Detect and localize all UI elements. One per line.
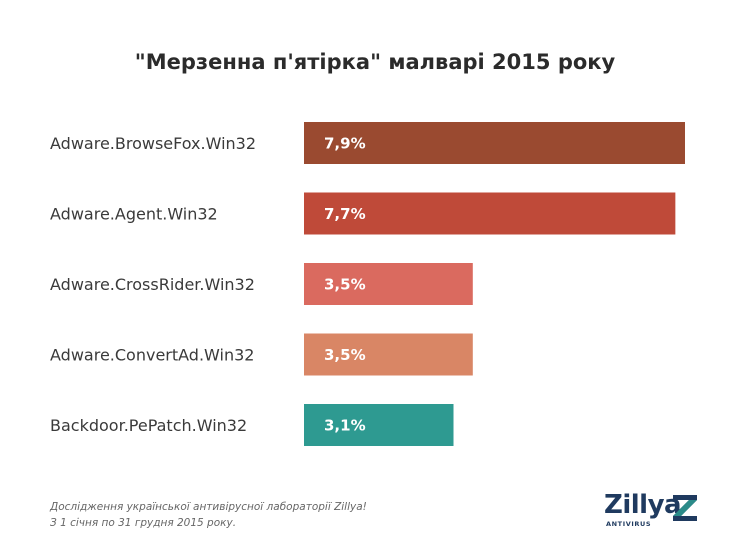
zillya-logo: Zillya ANTIVIRUS <box>604 490 704 530</box>
footer-line-1: Дослідження української антивірусної лаб… <box>50 501 367 513</box>
chart-title: "Мерзенна п'ятірка" малварі 2015 року <box>134 50 616 74</box>
bar <box>304 263 473 305</box>
logo-subtext: ANTIVIRUS <box>606 520 652 528</box>
bar <box>304 404 454 446</box>
bar-value-label: 3,1% <box>324 417 366 435</box>
bar-value-label: 7,9% <box>324 135 366 153</box>
category-label: Adware.CrossRider.Win32 <box>50 275 255 294</box>
logo-word: Zillya <box>604 490 682 520</box>
footer-note: Дослідження української антивірусної лаб… <box>50 499 367 531</box>
footer-line-2: З 1 січня по 31 грудня 2015 року. <box>50 517 237 529</box>
bar-value-label: 3,5% <box>324 346 366 364</box>
bar <box>304 192 676 235</box>
bar-value-label: 3,5% <box>324 276 366 294</box>
bar <box>304 122 685 164</box>
logo-mark-icon <box>673 495 697 521</box>
category-label: Adware.Agent.Win32 <box>50 205 218 224</box>
bar-value-label: 7,7% <box>324 205 366 223</box>
category-label: Backdoor.PePatch.Win32 <box>50 416 247 435</box>
bar <box>304 333 473 376</box>
category-label: Adware.BrowseFox.Win32 <box>50 134 256 153</box>
category-label: Adware.ConvertAd.Win32 <box>50 346 254 365</box>
bar-chart: Adware.BrowseFox.Win32 7,9% Adware.Agent.W… <box>50 122 685 446</box>
